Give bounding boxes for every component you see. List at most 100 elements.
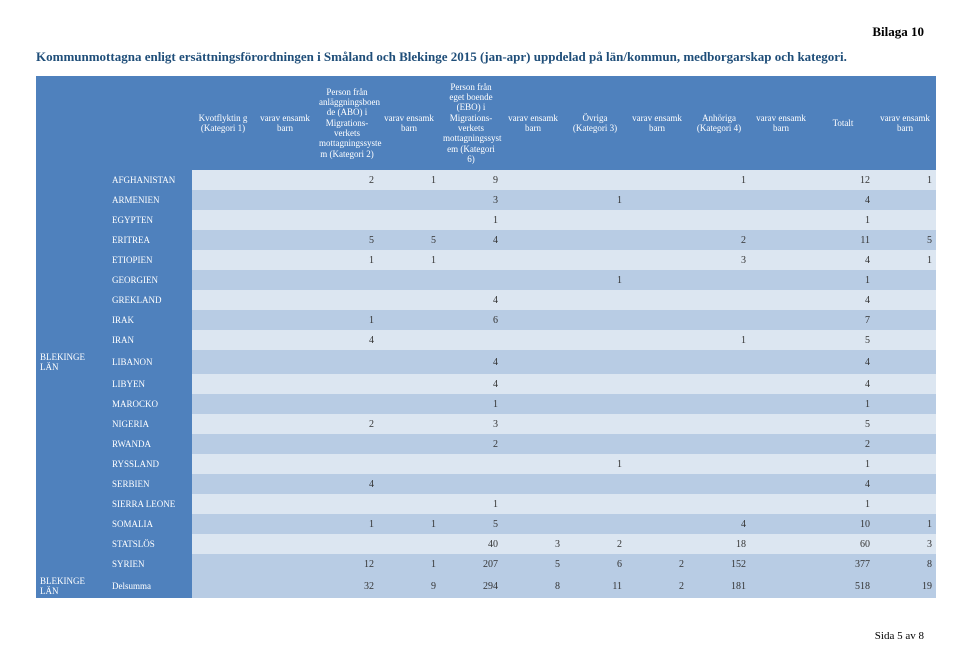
data-cell [502, 210, 564, 230]
data-cell [440, 474, 502, 494]
region-cell [36, 554, 108, 574]
data-cell [502, 514, 564, 534]
data-cell [192, 434, 254, 454]
data-cell [192, 474, 254, 494]
country-cell: IRAK [108, 310, 192, 330]
data-cell: 5 [316, 230, 378, 250]
data-cell: 1 [688, 170, 750, 190]
data-cell: 6 [564, 554, 626, 574]
data-cell [874, 454, 936, 474]
data-cell [688, 434, 750, 454]
data-cell [750, 554, 812, 574]
data-cell [564, 290, 626, 310]
data-cell [626, 350, 688, 374]
table-sum-row: BLEKINGE LÄNDelsumma329294811218151819 [36, 574, 936, 598]
data-cell [874, 330, 936, 350]
data-cell [626, 250, 688, 270]
data-cell [378, 330, 440, 350]
data-cell: 1 [316, 310, 378, 330]
data-cell: 1 [378, 554, 440, 574]
country-cell: SYRIEN [108, 554, 192, 574]
data-cell [254, 474, 316, 494]
data-cell: 294 [440, 574, 502, 598]
data-cell [874, 474, 936, 494]
data-cell [192, 330, 254, 350]
data-cell: 1 [812, 210, 874, 230]
data-cell: 1 [812, 494, 874, 514]
table-row: MAROCKO11 [36, 394, 936, 414]
data-cell: 3 [688, 250, 750, 270]
data-cell [750, 270, 812, 290]
data-cell [874, 414, 936, 434]
data-cell [316, 394, 378, 414]
data-cell: 1 [564, 190, 626, 210]
data-cell [874, 190, 936, 210]
country-cell: RYSSLAND [108, 454, 192, 474]
data-cell [750, 310, 812, 330]
data-cell [750, 350, 812, 374]
data-cell [192, 414, 254, 434]
data-cell [254, 394, 316, 414]
country-cell: STATSLÖS [108, 534, 192, 554]
data-cell [564, 514, 626, 534]
col-header: Person från eget boende (EBO) i Migratio… [440, 76, 502, 171]
data-cell [564, 394, 626, 414]
data-cell [750, 250, 812, 270]
data-cell: 7 [812, 310, 874, 330]
data-cell: 9 [440, 170, 502, 190]
data-cell [316, 270, 378, 290]
data-cell: 8 [502, 574, 564, 598]
data-cell [502, 290, 564, 310]
data-cell [750, 414, 812, 434]
data-cell [192, 514, 254, 534]
country-cell: ARMENIEN [108, 190, 192, 210]
data-cell: 4 [688, 514, 750, 534]
data-cell: 4 [440, 230, 502, 250]
country-cell: GEORGIEN [108, 270, 192, 290]
data-cell: 1 [688, 330, 750, 350]
data-cell [626, 514, 688, 534]
data-cell: 4 [440, 290, 502, 310]
data-cell [874, 434, 936, 454]
region-cell [36, 414, 108, 434]
col-header: Person från anläggningsboen de (ABO) i M… [316, 76, 378, 171]
region-cell [36, 310, 108, 330]
data-cell: 60 [812, 534, 874, 554]
table-row: NIGERIA235 [36, 414, 936, 434]
data-cell [192, 554, 254, 574]
data-cell: 152 [688, 554, 750, 574]
data-cell [378, 434, 440, 454]
table-row: SIERRA LEONE11 [36, 494, 936, 514]
data-cell [502, 310, 564, 330]
data-cell [440, 270, 502, 290]
data-cell [626, 230, 688, 250]
data-cell [626, 270, 688, 290]
col-header: varav ensamk barn [874, 76, 936, 171]
data-cell: 11 [564, 574, 626, 598]
data-cell [440, 454, 502, 474]
data-cell: 3 [440, 414, 502, 434]
region-cell [36, 494, 108, 514]
data-cell [316, 350, 378, 374]
data-cell: 4 [440, 350, 502, 374]
col-header: varav ensamk barn [378, 76, 440, 171]
data-cell [502, 350, 564, 374]
data-cell [192, 494, 254, 514]
data-cell [688, 210, 750, 230]
data-cell [378, 494, 440, 514]
table-row: RWANDA22 [36, 434, 936, 454]
data-cell [874, 290, 936, 310]
data-cell: 2 [688, 230, 750, 250]
country-cell: RWANDA [108, 434, 192, 454]
data-cell [192, 270, 254, 290]
data-cell [316, 210, 378, 230]
data-cell [874, 270, 936, 290]
col-header: varav ensamk barn [750, 76, 812, 171]
data-cell [316, 434, 378, 454]
data-cell [502, 230, 564, 250]
table-row: LIBYEN44 [36, 374, 936, 394]
country-cell: LIBYEN [108, 374, 192, 394]
data-cell [192, 574, 254, 598]
data-cell: 1 [812, 394, 874, 414]
data-cell [316, 454, 378, 474]
